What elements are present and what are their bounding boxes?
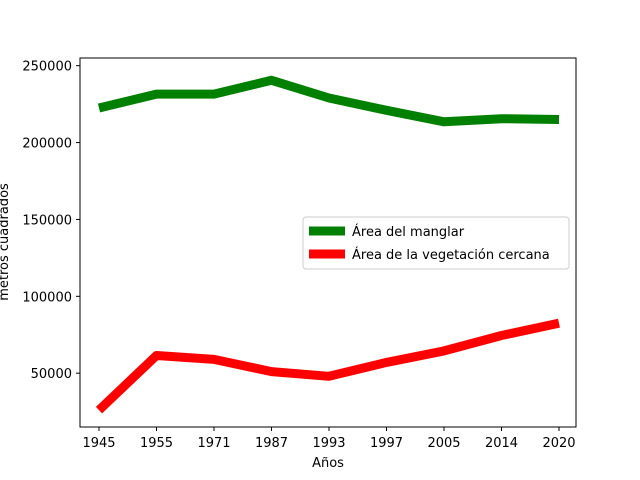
x-axis: 1945 1955 1971 1987 1993 1997 2005 2014 2020 bbox=[82, 427, 576, 451]
x-tick-label: 2005 bbox=[427, 436, 460, 451]
legend-label-manglar: Área del manglar bbox=[352, 224, 465, 240]
plot-frame bbox=[79, 57, 577, 428]
y-tick-label: 50000 bbox=[31, 367, 72, 382]
y-tick-label: 150000 bbox=[22, 213, 72, 228]
x-tick-label: 1971 bbox=[197, 436, 230, 451]
x-tick-label: 2014 bbox=[485, 436, 518, 451]
y-tick-label: 250000 bbox=[22, 60, 72, 75]
legend: Área del manglar Área de la vegetación c… bbox=[302, 216, 570, 270]
x-tick-label: 1993 bbox=[312, 436, 345, 451]
series-layer bbox=[95, 75, 560, 414]
y-axis-label: metros cuadrados bbox=[0, 183, 12, 301]
y-axis: 50000 100000 150000 200000 250000 bbox=[22, 60, 80, 382]
x-tick-label: 1987 bbox=[255, 436, 288, 451]
series-line-1 bbox=[95, 318, 560, 414]
y-tick-label: 100000 bbox=[22, 290, 72, 305]
x-axis-label: Años bbox=[312, 456, 344, 471]
x-tick-label: 1955 bbox=[140, 436, 173, 451]
series-line-0 bbox=[97, 75, 560, 127]
x-tick-label: 1997 bbox=[370, 436, 403, 451]
legend-label-vegetacion: Área de la vegetación cercana bbox=[352, 247, 550, 263]
legend-box bbox=[302, 216, 570, 270]
y-tick-label: 200000 bbox=[22, 137, 72, 152]
x-tick-label: 2020 bbox=[542, 436, 575, 451]
x-tick-label: 1945 bbox=[82, 436, 115, 451]
